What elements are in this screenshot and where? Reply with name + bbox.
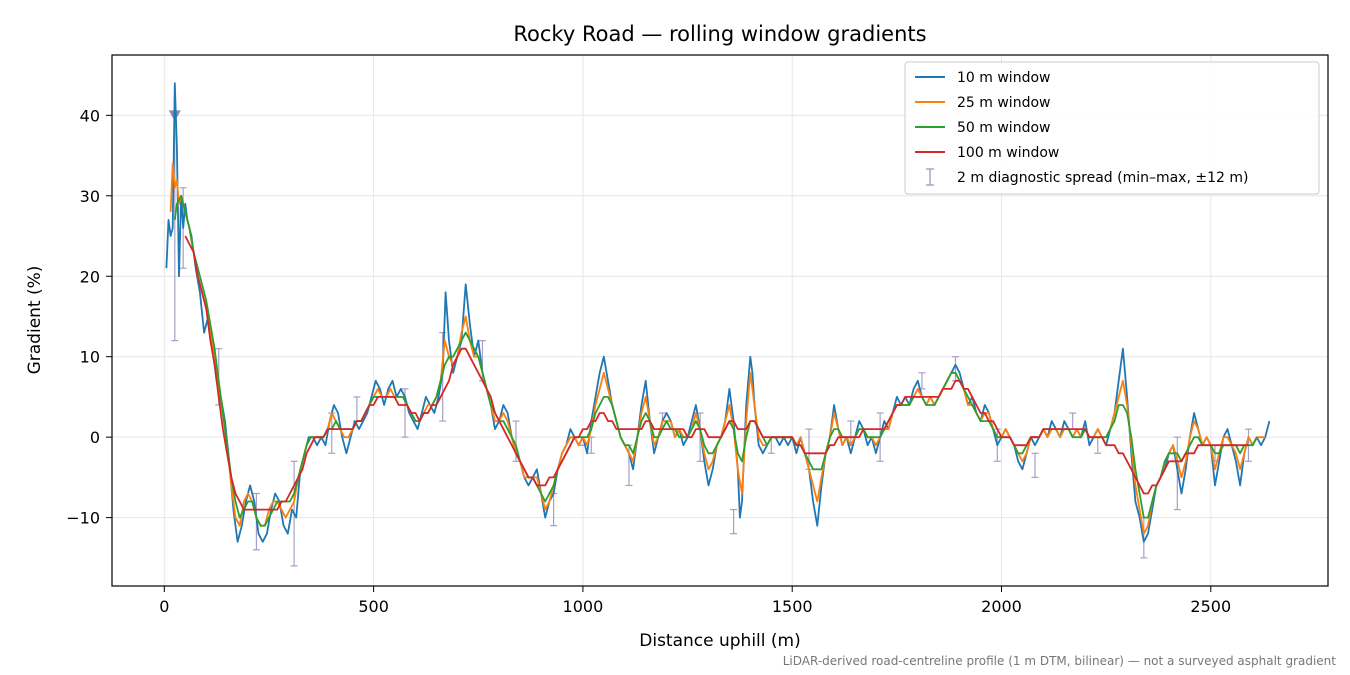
footnote: LiDAR-derived road-centreline profile (1… [783,654,1337,668]
legend-errorbar-swatch [926,168,934,186]
error-bar [730,508,738,535]
x-tick-label: 500 [358,597,389,616]
plot-frame [111,54,1329,587]
y-tick-label: 20 [80,267,100,286]
x-tick-label: 1500 [772,597,813,616]
y-tick-label: 40 [80,106,100,125]
y-tick-label: 30 [80,187,100,206]
y-tick-label: −10 [66,509,100,528]
x-tick-label: 2000 [981,597,1022,616]
legend-box [904,61,1320,195]
x-tick-label: 0 [159,597,169,616]
y-axis-label: Gradient (%) [25,266,45,375]
series-line-4 [184,235,1249,511]
legend: 10 m window 25 m window 50 m window 100 m w… [904,61,1320,195]
x-axis-label: Distance uphill (m) [639,631,800,651]
error-bar [1031,452,1039,478]
x-tick-label: 2500 [1190,597,1231,616]
legend-label: 2 m diagnostic spread (min–max, ±12 m) [957,170,1248,186]
x-tick-label: 1000 [563,597,604,616]
chart-title: Rocky Road — rolling window gradients [513,22,926,46]
ticks: 0 500 1000 1500 2000 2500 −10 0 10 20 30 40 [66,106,1231,616]
legend-label: 100 m window [957,145,1059,161]
y-tick-label: 10 [80,348,100,367]
y-tick-label: 0 [90,428,100,447]
series-lines [165,82,1271,543]
legend-label: 25 m window [957,95,1050,111]
legend-label: 50 m window [957,120,1050,136]
legend-label: 10 m window [957,70,1050,86]
